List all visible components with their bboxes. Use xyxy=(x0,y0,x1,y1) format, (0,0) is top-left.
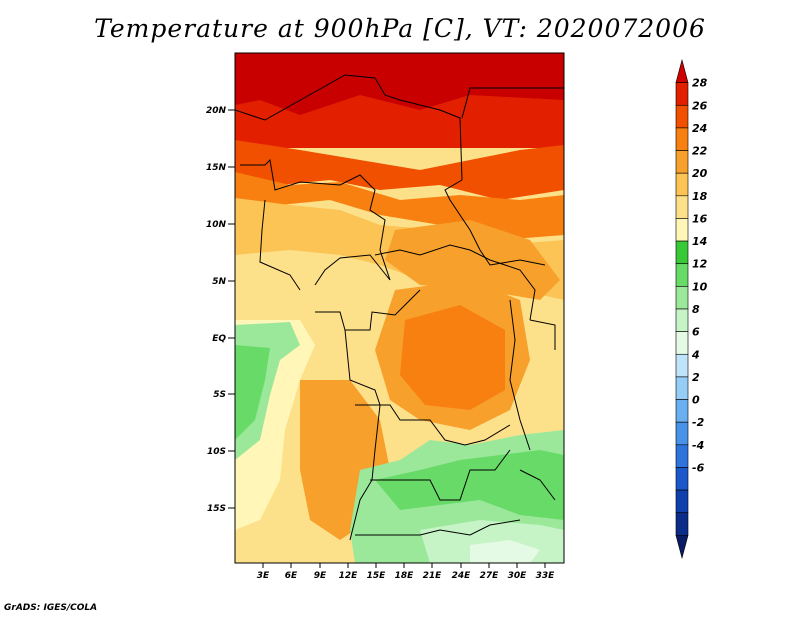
colorbar-segment xyxy=(675,82,689,106)
colorbar-label: 16 xyxy=(692,212,708,225)
colorbar-segment xyxy=(675,399,689,423)
lon-label: 33E xyxy=(536,571,556,581)
colorbar-segment xyxy=(675,512,689,536)
lat-label: 5S xyxy=(213,390,226,400)
colorbar-segment xyxy=(675,58,689,83)
colorbar-label: 14 xyxy=(692,235,707,248)
map-frame xyxy=(234,52,565,564)
colorbar-label: 26 xyxy=(692,99,708,112)
colorbar-label: 12 xyxy=(692,258,708,271)
lat-label: 10S xyxy=(207,447,226,457)
lon-label: 15E xyxy=(367,571,387,581)
colorbar-label: -4 xyxy=(692,439,704,452)
colorbar-segment xyxy=(675,376,689,400)
colorbar-label: 6 xyxy=(692,326,700,339)
lon-label: 24E xyxy=(452,571,472,581)
colorbar-segment xyxy=(675,150,689,174)
colorbar-segment xyxy=(675,331,689,355)
lon-axis: 3E 6E 9E 12E 15E 18E 21E 24E 27E 30E 33E xyxy=(257,563,555,581)
lon-label: 30E xyxy=(508,571,528,581)
lat-label: EQ xyxy=(212,334,226,344)
lat-label: 15S xyxy=(207,504,226,514)
lon-label: 12E xyxy=(339,571,359,581)
colorbar-label: 28 xyxy=(692,77,708,90)
colorbar-segment xyxy=(675,263,689,287)
lat-label: 10N xyxy=(206,220,227,230)
map-title: Temperature at 900hPa [C], VT: 202007200… xyxy=(94,14,706,43)
colorbar-segment xyxy=(675,104,689,129)
colorbar-segment xyxy=(675,535,689,560)
colorbar-segment xyxy=(675,218,689,242)
lon-label: 27E xyxy=(480,571,500,581)
lon-label: 9E xyxy=(314,571,327,581)
lat-axis: 20N 15N 10N 5N EQ 5S 10S 15S xyxy=(206,106,235,514)
lon-label: 21E xyxy=(423,571,443,581)
colorbar-segment xyxy=(675,467,689,491)
colorbar-segment xyxy=(675,421,689,446)
lat-label: 20N xyxy=(206,106,227,116)
colorbar-label: 18 xyxy=(692,190,708,203)
colorbar-segment xyxy=(675,286,689,310)
colorbar-label: 8 xyxy=(692,303,700,316)
colorbar-segment xyxy=(675,195,689,219)
colorbar-label: -2 xyxy=(692,416,705,429)
colorbar-label: 2 xyxy=(692,371,700,384)
colorbar-label: 24 xyxy=(692,122,707,135)
lat-label: 15N xyxy=(206,163,227,173)
colorbar-label: 20 xyxy=(692,167,708,180)
colorbar-label: 0 xyxy=(692,394,700,407)
colorbar-label: 22 xyxy=(692,145,708,158)
lat-label: 5N xyxy=(212,277,226,287)
colorbar-segment xyxy=(675,489,689,514)
colorbar-segment xyxy=(675,240,689,265)
footer-credit: GrADS: IGES/COLA xyxy=(4,603,98,613)
lon-label: 6E xyxy=(285,571,298,581)
lon-label: 3E xyxy=(257,571,270,581)
colorbar-label: -6 xyxy=(692,461,705,474)
country-borders xyxy=(235,74,564,541)
lon-label: 18E xyxy=(395,571,415,581)
colorbar-segment xyxy=(675,444,689,468)
colorbar-segment xyxy=(675,172,689,197)
colorbar-segment xyxy=(675,308,689,332)
colorbar-segment xyxy=(675,127,689,151)
colorbar-label: 4 xyxy=(691,348,700,361)
colorbar-segment xyxy=(675,353,689,378)
colorbar-label: 10 xyxy=(692,280,708,293)
temperature-field xyxy=(235,53,564,563)
